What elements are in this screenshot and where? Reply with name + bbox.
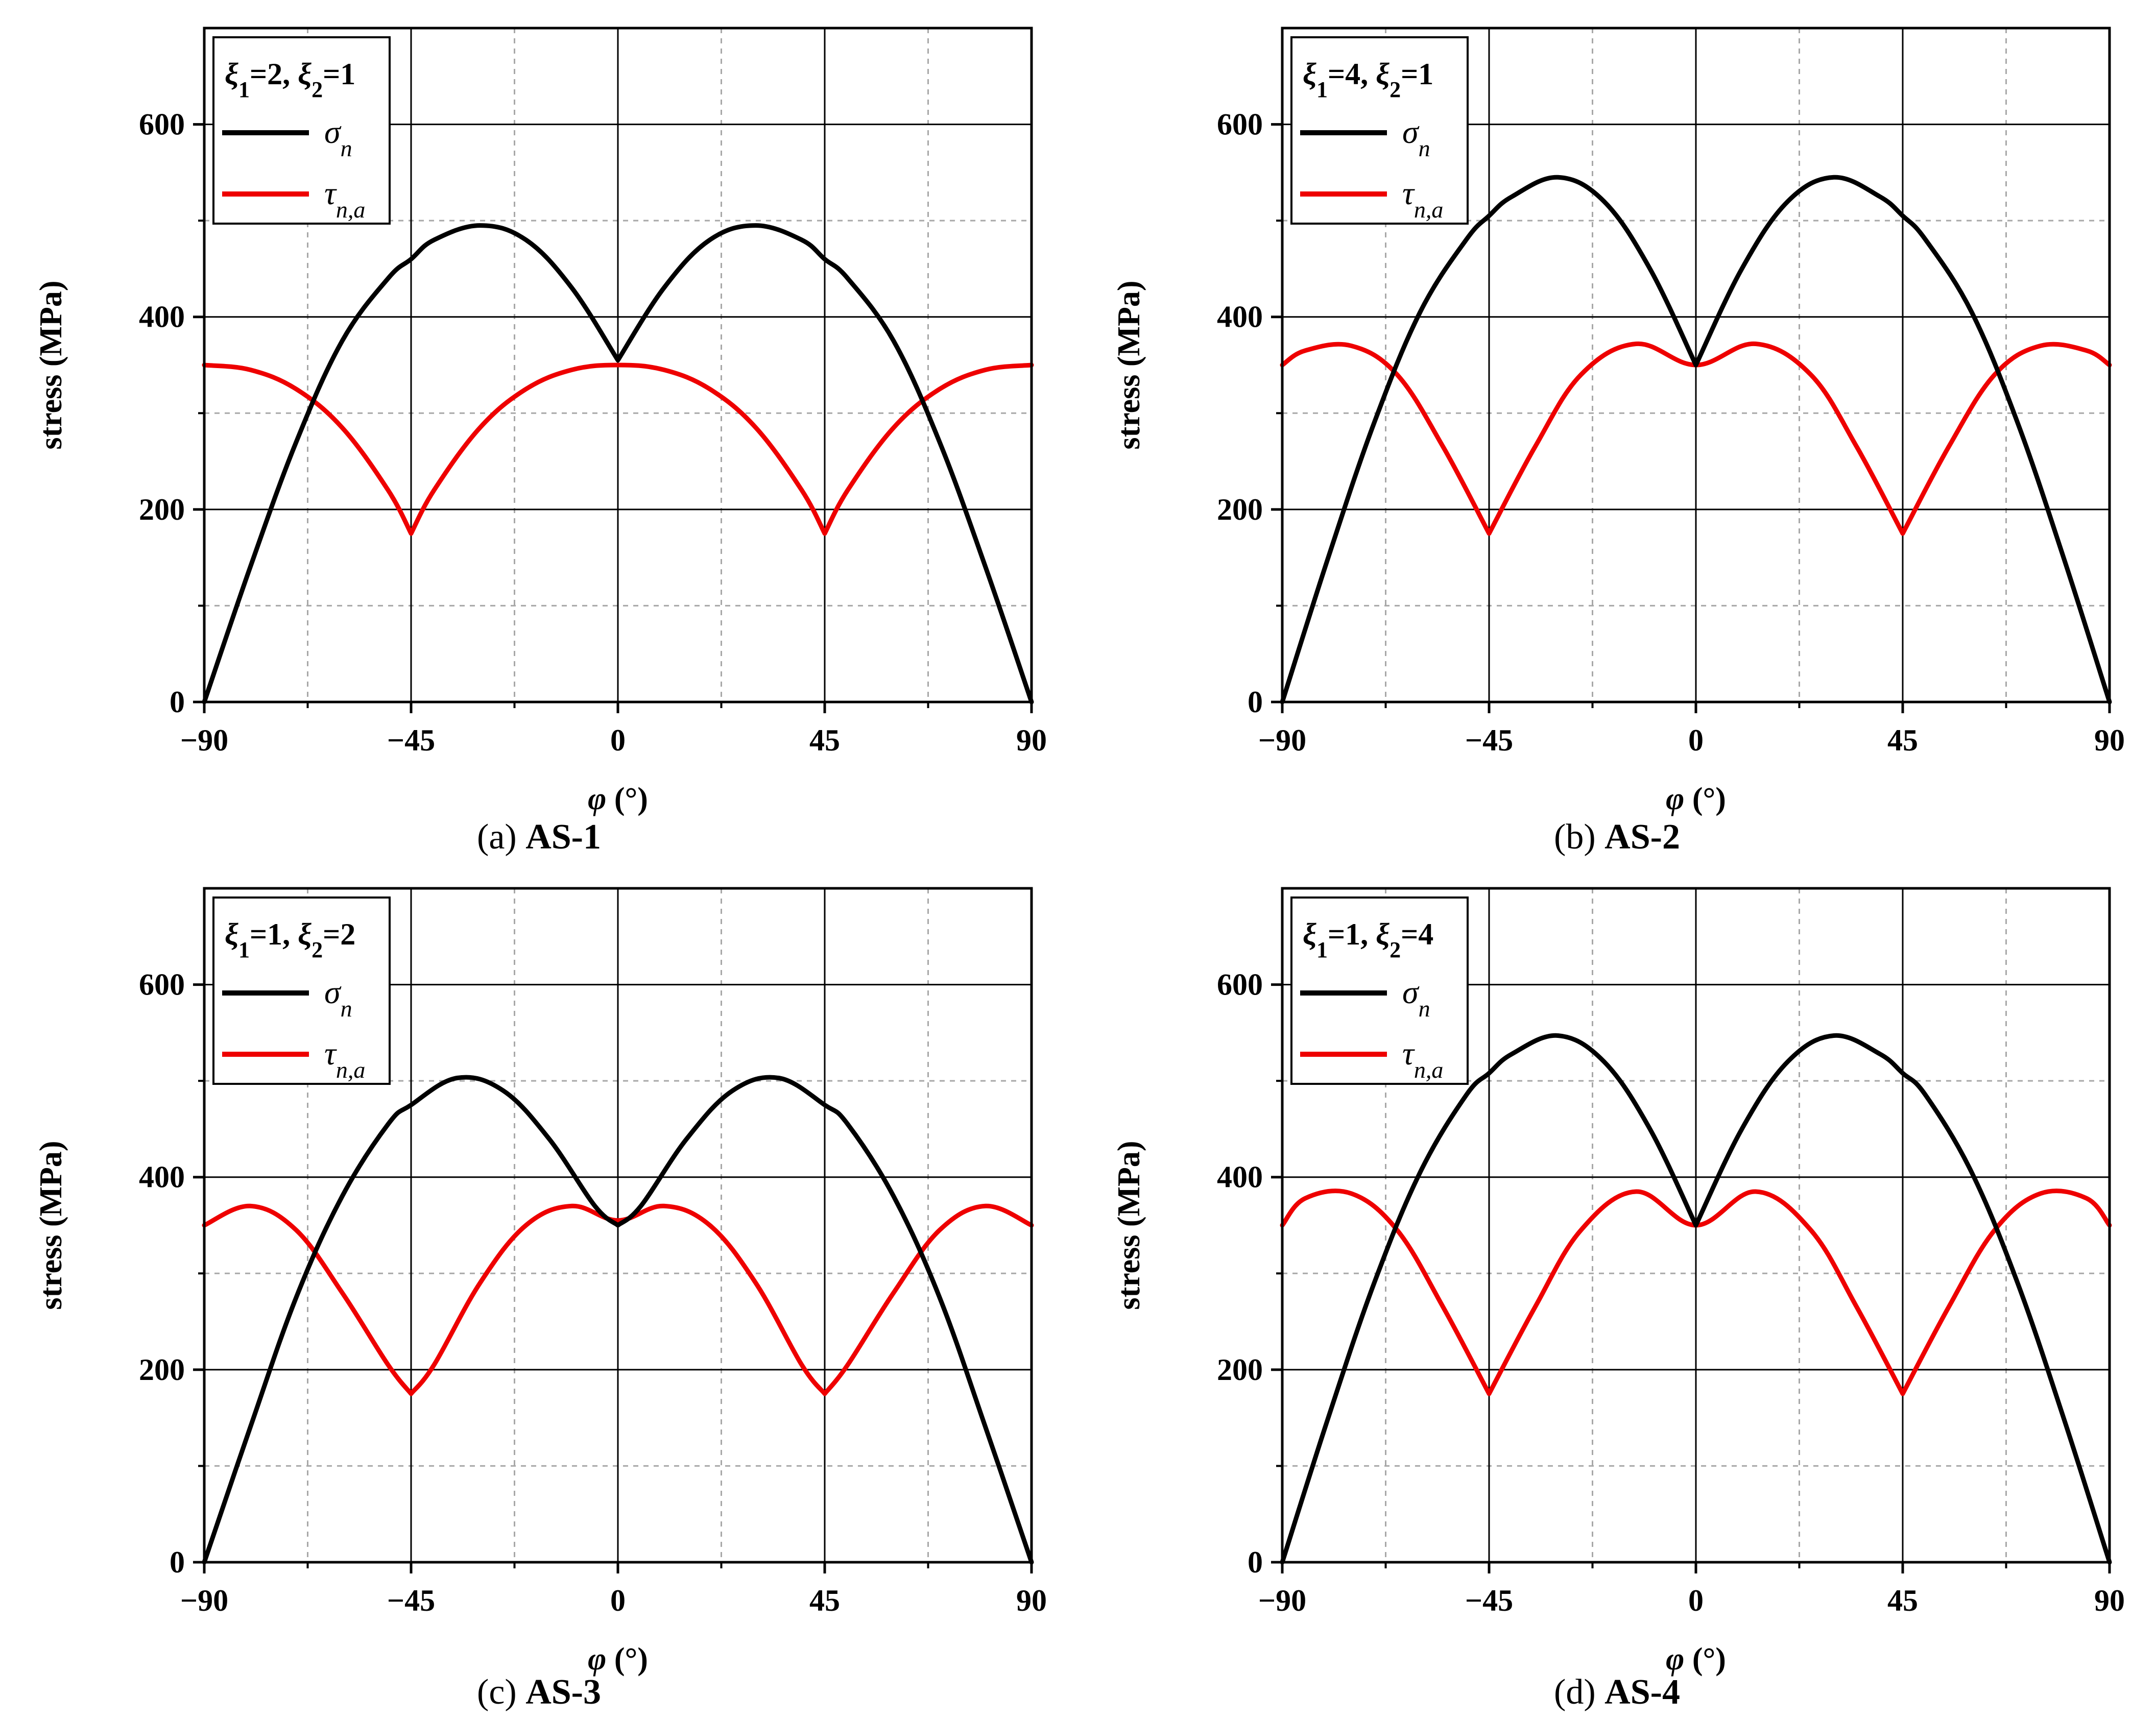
- y-axis-label: stress (MPa): [34, 1141, 68, 1310]
- legend-sigma-label: σn: [1402, 114, 1430, 161]
- y-tick-label: 400: [139, 300, 185, 334]
- x-tick-label: 45: [1887, 1584, 1918, 1617]
- chart-c: −90 −45 0 45 90 0 200 400 600 φ (°) stress (MPa) ξ1…: [34, 887, 1047, 1677]
- tau-na-line: [202, 1203, 1034, 1396]
- y-tick-label: 600: [1217, 968, 1263, 1002]
- x-tick-label: 90: [1016, 723, 1047, 757]
- chart-a: −90 −45 0 45 90 0 200 400 600 φ (°) stress (MPa) ξ1…: [34, 27, 1047, 816]
- x-tick-label: 45: [809, 1584, 840, 1617]
- y-tick-label: 400: [139, 1160, 185, 1194]
- x-tick-label: −45: [1465, 723, 1513, 757]
- x-tick-label: 45: [1887, 723, 1918, 757]
- chart-d: −90 −45 0 45 90 0 200 400 600 φ (°) stress (MPa) ξ1…: [1112, 887, 2125, 1677]
- panel-b: −90 −45 0 45 90 0 200 400 600 φ (°) stress (MPa) ξ1…: [1078, 0, 2156, 860]
- legend-tau-label: τn,a: [324, 175, 365, 223]
- y-axis-label: stress (MPa): [34, 280, 68, 449]
- y-tick-label: 200: [139, 1353, 185, 1387]
- legend: ξ1=2, ξ2=1 σn τn,a: [212, 36, 391, 225]
- x-tick-label: 90: [1016, 1584, 1047, 1617]
- y-tick-label: 200: [1217, 1353, 1263, 1387]
- legend-sigma-label: σn: [324, 974, 352, 1022]
- y-tick-label: 600: [139, 108, 185, 141]
- x-tick-label: 0: [610, 1584, 626, 1617]
- y-tick-label: 600: [139, 968, 185, 1002]
- y-tick-label: 400: [1217, 1160, 1263, 1194]
- y-tick-label: 0: [170, 685, 185, 719]
- y-tick-label: 0: [1248, 1545, 1263, 1579]
- legend: ξ1=1, ξ2=4 σn τn,a: [1290, 896, 1469, 1085]
- panel-d: −90 −45 0 45 90 0 200 400 600 φ (°) stress (MPa) ξ1…: [1078, 860, 2156, 1720]
- legend-tau-label: τn,a: [1402, 1035, 1443, 1083]
- y-axis-label: stress (MPa): [1112, 1141, 1146, 1310]
- legend-title: ξ1=4, ξ2=1: [1303, 57, 1433, 102]
- x-tick-label: −90: [180, 723, 228, 757]
- y-tick-label: 600: [1217, 108, 1263, 141]
- legend: ξ1=1, ξ2=2 σn τn,a: [212, 896, 391, 1085]
- x-tick-label: 0: [1688, 723, 1704, 757]
- legend-tau-label: τn,a: [324, 1035, 365, 1083]
- x-tick-label: 90: [2094, 723, 2125, 757]
- x-tick-label: −45: [387, 1584, 435, 1617]
- tau-na-line: [202, 362, 1034, 536]
- x-tick-label: 90: [2094, 1584, 2125, 1617]
- legend-sigma-label: σn: [324, 114, 352, 161]
- sigma-n-line: [1280, 1033, 2112, 1565]
- caption-b: (b) AS-2: [1554, 817, 1680, 857]
- y-tick-label: 0: [170, 1545, 185, 1579]
- caption-d: (d) AS-4: [1554, 1672, 1680, 1712]
- x-tick-label: −45: [1465, 1584, 1513, 1617]
- x-tick-label: −90: [1258, 723, 1306, 757]
- legend: ξ1=4, ξ2=1 σn τn,a: [1290, 36, 1469, 225]
- sigma-n-line: [202, 223, 1034, 705]
- x-tick-label: 0: [1688, 1584, 1704, 1617]
- x-tick-label: −90: [1258, 1584, 1306, 1617]
- y-axis-label: stress (MPa): [1112, 280, 1146, 449]
- legend-sigma-label: σn: [1402, 974, 1430, 1022]
- legend-title: ξ1=2, ξ2=1: [225, 57, 355, 102]
- y-tick-label: 200: [1217, 493, 1263, 526]
- y-tick-label: 400: [1217, 300, 1263, 334]
- y-tick-label: 200: [139, 493, 185, 526]
- x-tick-label: −90: [180, 1584, 228, 1617]
- x-tick-label: 45: [809, 723, 840, 757]
- caption-a: (a) AS-1: [477, 817, 601, 857]
- x-axis-label: φ (°): [1666, 782, 1726, 816]
- panel-a: −90 −45 0 45 90 0 200 400 600 φ (°) stress (MPa) ξ1…: [0, 0, 1078, 860]
- sigma-n-line: [1280, 175, 2112, 705]
- y-tick-label: 0: [1248, 685, 1263, 719]
- chart-b: −90 −45 0 45 90 0 200 400 600 φ (°) stress (MPa) ξ1…: [1112, 27, 2125, 816]
- legend-title: ξ1=1, ξ2=2: [225, 917, 355, 962]
- panel-c: −90 −45 0 45 90 0 200 400 600 φ (°) stress (MPa) ξ1…: [0, 860, 1078, 1720]
- x-tick-label: −45: [387, 723, 435, 757]
- legend-tau-label: τn,a: [1402, 175, 1443, 223]
- caption-c: (c) AS-3: [477, 1672, 601, 1712]
- x-tick-label: 0: [610, 723, 626, 757]
- x-axis-label: φ (°): [588, 1642, 648, 1677]
- sigma-n-line: [202, 1075, 1034, 1565]
- x-axis-label: φ (°): [588, 782, 648, 816]
- legend-title: ξ1=1, ξ2=4: [1303, 917, 1433, 962]
- x-axis-label: φ (°): [1666, 1642, 1726, 1677]
